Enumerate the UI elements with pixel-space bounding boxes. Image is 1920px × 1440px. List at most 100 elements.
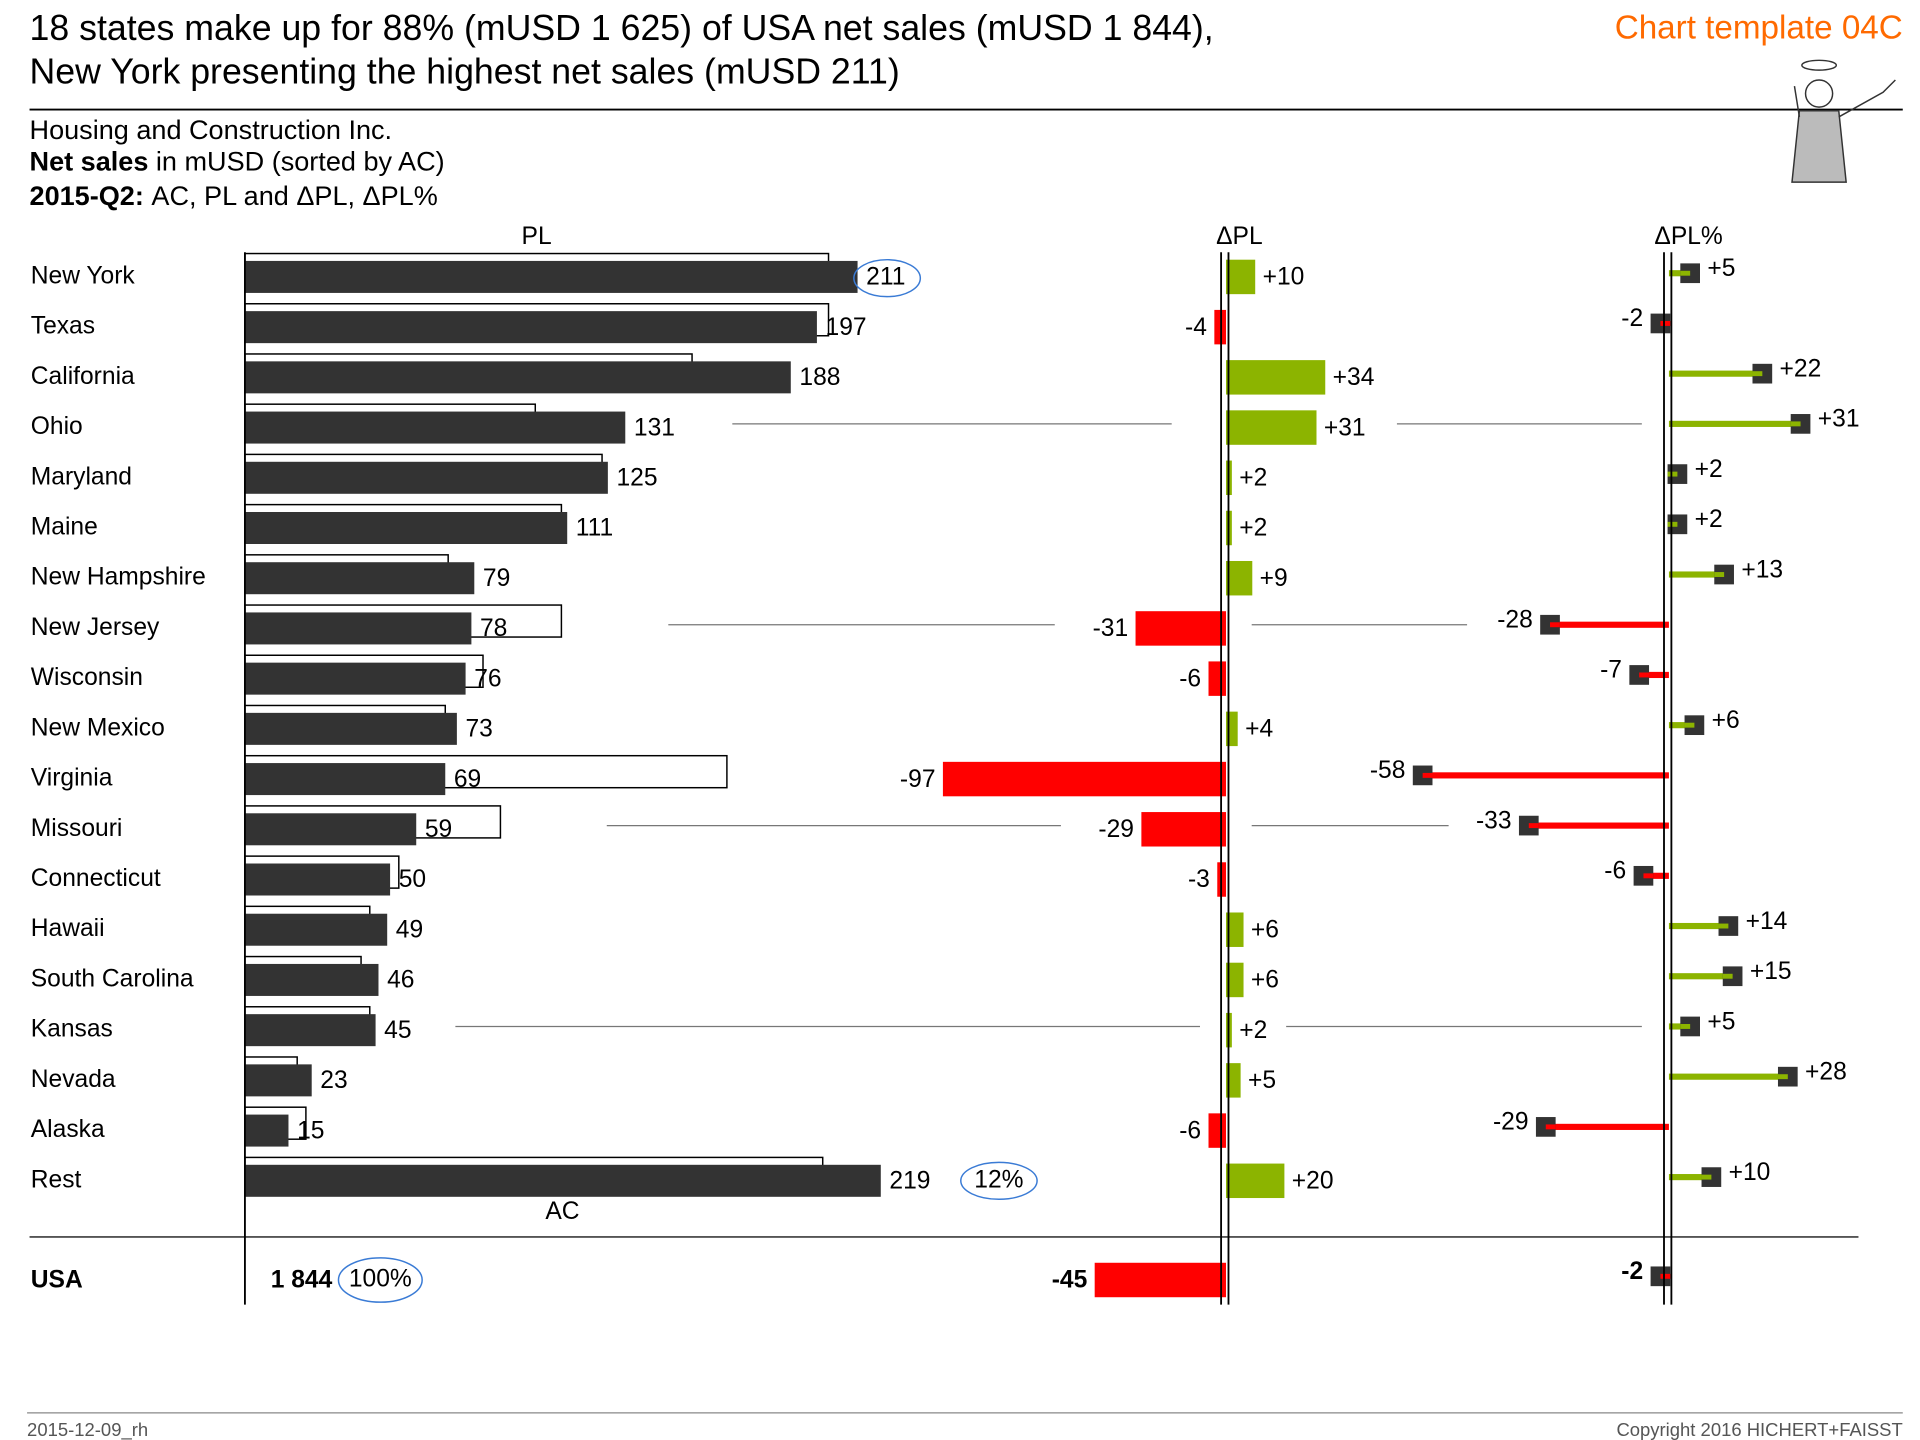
highlight <box>853 258 922 298</box>
delta-label: -97 <box>900 766 936 793</box>
category-label: Rest <box>31 1166 82 1193</box>
delta-pct-label: +2 <box>1695 456 1723 483</box>
pin-stem <box>1668 571 1725 578</box>
pin-head-inner <box>1714 572 1725 577</box>
category-label: Virginia <box>31 765 113 792</box>
pin-head-inner <box>1684 722 1695 728</box>
value-label: 59 <box>425 816 452 843</box>
ac-bar <box>244 763 446 796</box>
measure-rest: in mUSD (sorted by AC) <box>156 146 445 177</box>
pin-head-inner <box>1528 823 1539 829</box>
ac-bar <box>244 512 568 544</box>
category-label: Texas <box>31 313 95 340</box>
period-rest: AC, PL and ΔPL, ΔPL% <box>151 180 437 211</box>
category-label: Wisconsin <box>31 664 143 691</box>
pin-head-inner <box>1701 1174 1712 1180</box>
pin-stem <box>1668 370 1763 377</box>
value-label: 131 <box>634 414 675 441</box>
pin-stem <box>1668 1023 1691 1030</box>
delta-bar <box>1141 812 1227 847</box>
pin-head-inner <box>1660 1273 1671 1279</box>
delta-label: +20 <box>1292 1168 1334 1195</box>
category-label: New York <box>31 262 136 289</box>
pin-head-inner <box>1643 873 1654 879</box>
value-label: 73 <box>465 716 492 743</box>
category-label: Ohio <box>31 413 83 440</box>
series-label: ΔPL% <box>1654 223 1722 250</box>
value-label: 15 <box>297 1117 324 1144</box>
delta-pct-label: -28 <box>1497 607 1533 634</box>
category-label: South Carolina <box>31 965 194 992</box>
delta-pct-label: -2 <box>1621 1258 1643 1285</box>
ac-bar <box>244 712 457 745</box>
pin-head-inner <box>1422 772 1433 778</box>
delta-pct-label: +5 <box>1707 1008 1735 1035</box>
delta-bar <box>942 761 1227 797</box>
period-bold: 2015-Q2: <box>30 180 144 211</box>
category-label: Maine <box>31 513 98 540</box>
title: 18 states make up for 88% (mUSD 1 625) o… <box>30 8 1214 48</box>
ac-bar <box>244 562 475 595</box>
pin-stem <box>1550 621 1669 628</box>
pin-head-inner <box>1545 1124 1556 1130</box>
pin-head-inner <box>1667 521 1678 527</box>
pin-head-inner <box>1790 421 1801 427</box>
delta-pct-label: +6 <box>1712 707 1740 734</box>
delta-label: +31 <box>1324 414 1366 441</box>
value-label: 197 <box>826 314 867 341</box>
pin-stem <box>1668 1073 1788 1080</box>
pin-head-inner <box>1660 320 1671 326</box>
delta-pct-label: +22 <box>1780 355 1822 382</box>
ac-bar <box>244 1064 312 1097</box>
delta-pct-label: -7 <box>1600 657 1622 684</box>
series-label: ΔPL <box>1216 223 1263 250</box>
title: New York presenting the highest net sale… <box>30 51 900 91</box>
delta-label: -29 <box>1098 816 1134 843</box>
value-label: 69 <box>454 766 481 793</box>
pin-stem <box>1668 922 1729 930</box>
total-share: 100% <box>349 1265 412 1292</box>
delta-pct-label: -2 <box>1621 305 1643 332</box>
category-label: New Mexico <box>31 714 165 741</box>
series-label: PL <box>522 223 552 250</box>
delta-label: +6 <box>1251 967 1279 994</box>
delta-bar <box>1226 711 1238 747</box>
category-label: Hawaii <box>31 915 105 942</box>
delta-label: +2 <box>1239 465 1267 492</box>
highlight <box>337 1257 423 1303</box>
delta-bar <box>1208 1113 1227 1148</box>
delta-label: +2 <box>1239 515 1267 542</box>
footer-copyright: Copyright 2016 HICHERT+FAISST <box>1616 1419 1902 1440</box>
delta-label: -6 <box>1179 1117 1201 1144</box>
pin-head-inner <box>1667 471 1678 477</box>
delta-bar <box>1226 410 1317 445</box>
delta-pct-label: +31 <box>1818 406 1860 433</box>
delta-bar <box>1226 360 1326 395</box>
ac-bar <box>244 612 472 645</box>
pin-head <box>1718 916 1739 936</box>
pin-stem <box>1668 1174 1712 1181</box>
value-label: 76 <box>474 665 501 692</box>
template-label: Chart template 04C <box>1615 9 1903 46</box>
pin-head-inner <box>1752 371 1763 377</box>
ac-bar <box>244 863 391 896</box>
ac-bar <box>244 1164 881 1197</box>
category-label: New Hampshire <box>31 564 206 591</box>
pin-stem <box>1422 772 1669 779</box>
delta-pct-label: +13 <box>1741 556 1783 583</box>
measure: Net sales in mUSD (sorted by AC) <box>30 146 445 177</box>
delta-label: +10 <box>1263 264 1305 291</box>
delta-label: -45 <box>1052 1267 1088 1294</box>
pin-head-inner <box>1777 1074 1788 1080</box>
total-value: 1 844 <box>271 1267 333 1294</box>
value-label: 49 <box>396 916 423 943</box>
delta-label: -4 <box>1185 314 1207 341</box>
total-label: USA <box>31 1267 83 1294</box>
delta-pct-label: +14 <box>1746 908 1788 935</box>
category-label: New Jersey <box>31 614 160 641</box>
value-label: 111 <box>576 515 613 542</box>
share-label: 12% <box>974 1166 1023 1193</box>
delta-label: -31 <box>1093 615 1129 642</box>
footer-date: 2015-12-09_rh <box>27 1419 148 1440</box>
